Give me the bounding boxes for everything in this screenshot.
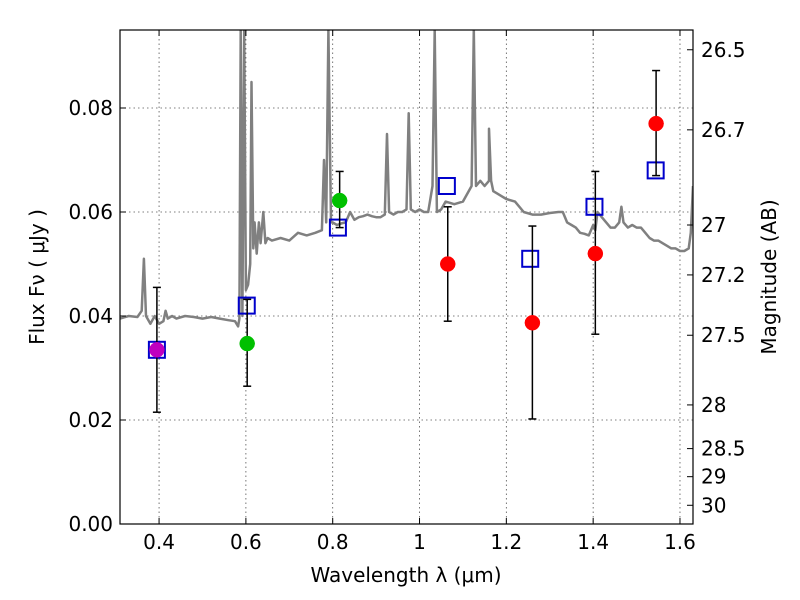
x-axis-label: Wavelength λ (μm)	[310, 563, 501, 587]
spectrum-line	[120, 30, 693, 328]
x-tick-label: 0.6	[230, 530, 262, 554]
y2-tick-label: 29	[701, 465, 726, 489]
spectrum-layer	[120, 30, 693, 328]
observed-point	[331, 192, 348, 209]
x-tick-label: 1.2	[490, 530, 522, 554]
observed-point	[149, 342, 165, 358]
observed-point	[239, 335, 255, 352]
model-photometry-square	[521, 249, 540, 268]
plot-frame	[119, 29, 694, 525]
y-tick-label: 0.00	[68, 512, 113, 536]
model-photometry-square	[328, 218, 347, 237]
y2-tick-label: 26.7	[701, 118, 746, 142]
y-axis-ticks: 0.00 0.02 0.04 0.06 0.08	[68, 96, 126, 536]
x-tick-label: 1.4	[577, 530, 609, 554]
observed-point	[587, 245, 604, 262]
y-tick-label: 0.04	[68, 304, 113, 328]
x-tick-label: 0.8	[317, 530, 349, 554]
y-axis-label: Flux Fν ( μJy )	[25, 209, 49, 345]
x-axis-ticks: 0.4 0.6 0.8 1 1.2 1.4 1.6	[143, 30, 696, 554]
model-photometry-square	[585, 197, 604, 216]
model-photometry-square	[437, 177, 456, 195]
y-tick-label: 0.02	[68, 408, 113, 432]
y2-tick-label: 26.5	[701, 38, 746, 62]
x-tick-label: 1.6	[664, 530, 696, 554]
y2-axis-label: Magnitude (AB)	[757, 199, 781, 354]
y2-tick-label: 28	[701, 393, 726, 417]
observed-point	[439, 256, 456, 272]
x-tick-label: 0.4	[143, 530, 175, 554]
y2-tick-label: 27	[701, 213, 726, 237]
observed-photometry-layer	[149, 69, 664, 420]
y-tick-label: 0.08	[68, 96, 113, 120]
observed-point	[524, 315, 541, 331]
observed-point	[648, 115, 664, 132]
y2-tick-label: 27.2	[701, 263, 746, 287]
y2-tick-label: 27.5	[701, 323, 746, 347]
y2-tick-label: 28.5	[701, 437, 746, 461]
plot-background	[120, 30, 693, 524]
x-tick-label: 1	[413, 530, 426, 554]
y2-tick-label: 30	[701, 493, 726, 517]
y-tick-label: 0.06	[68, 200, 113, 224]
y2-axis-ticks: 26.5 26.7 27 27.2 27.5 28 28.5 29 30	[687, 38, 746, 517]
